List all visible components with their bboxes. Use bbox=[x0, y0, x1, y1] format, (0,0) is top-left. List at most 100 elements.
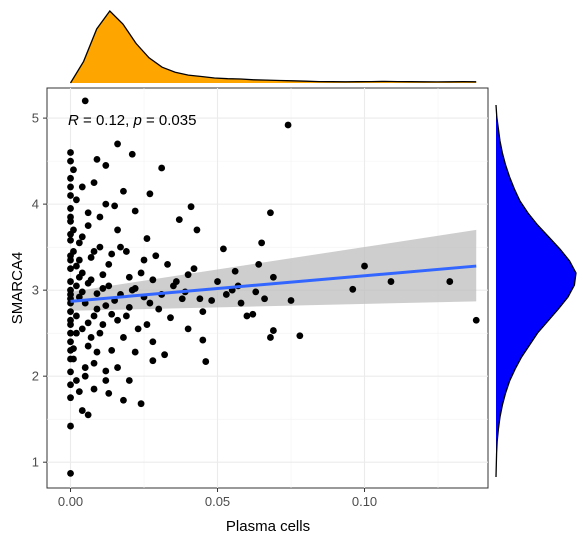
data-point bbox=[255, 260, 263, 268]
data-point bbox=[67, 308, 74, 316]
data-point bbox=[140, 256, 148, 264]
data-point bbox=[114, 364, 121, 371]
data-point bbox=[122, 312, 130, 320]
data-point bbox=[172, 278, 180, 285]
data-point bbox=[267, 334, 274, 341]
data-point bbox=[161, 351, 169, 359]
data-point bbox=[152, 252, 160, 260]
data-point bbox=[70, 248, 77, 255]
data-point bbox=[67, 291, 74, 298]
data-point bbox=[67, 256, 74, 264]
data-point bbox=[108, 310, 116, 318]
data-point bbox=[96, 243, 104, 251]
data-point bbox=[93, 290, 101, 297]
data-point bbox=[149, 338, 157, 346]
data-point bbox=[105, 389, 113, 397]
data-point bbox=[146, 299, 154, 307]
data-point bbox=[125, 273, 133, 281]
data-point bbox=[167, 314, 174, 322]
data-point bbox=[120, 334, 127, 341]
data-point bbox=[70, 166, 77, 174]
data-point bbox=[155, 305, 163, 313]
data-point bbox=[67, 338, 74, 346]
data-point bbox=[131, 207, 139, 215]
data-point bbox=[199, 308, 207, 316]
data-point bbox=[252, 288, 260, 296]
confidence-band-area bbox=[70, 229, 477, 311]
y-axis-ticks: 1 2 3 4 5 bbox=[32, 111, 47, 470]
data-point bbox=[158, 164, 166, 172]
data-point bbox=[70, 226, 77, 234]
data-point bbox=[67, 265, 74, 273]
data-point bbox=[84, 209, 92, 217]
p-symbol: p bbox=[132, 112, 141, 129]
data-point bbox=[146, 190, 154, 198]
marginal-density-x bbox=[69, 10, 477, 84]
data-point bbox=[237, 299, 245, 307]
data-point bbox=[214, 278, 221, 285]
data-point bbox=[187, 203, 195, 211]
data-point bbox=[117, 243, 124, 251]
data-point bbox=[202, 358, 210, 365]
data-point bbox=[387, 278, 395, 285]
regression-line-path bbox=[70, 264, 477, 303]
data-point bbox=[102, 302, 110, 310]
marginal-x-outline bbox=[69, 10, 477, 84]
data-point bbox=[78, 233, 86, 241]
y-tick-label: 2 bbox=[32, 369, 39, 384]
data-point bbox=[111, 202, 119, 210]
data-point bbox=[175, 216, 183, 224]
data-point bbox=[261, 295, 268, 303]
marginal-y-fill bbox=[496, 105, 576, 477]
data-point bbox=[73, 196, 80, 204]
data-point bbox=[84, 411, 92, 419]
data-point bbox=[143, 321, 151, 328]
data-point bbox=[90, 359, 98, 367]
data-point bbox=[208, 297, 216, 304]
data-point bbox=[143, 235, 151, 242]
data-point bbox=[184, 325, 192, 333]
data-point bbox=[114, 140, 121, 148]
x-tick-label: 0.10 bbox=[352, 494, 377, 509]
data-point bbox=[67, 278, 74, 285]
data-point bbox=[87, 254, 95, 261]
data-point bbox=[93, 348, 101, 356]
data-point bbox=[472, 316, 480, 324]
data-point bbox=[67, 183, 74, 191]
data-point bbox=[67, 192, 74, 199]
data-point bbox=[67, 205, 74, 212]
data-point bbox=[84, 222, 92, 230]
data-point bbox=[96, 329, 104, 337]
data-point bbox=[70, 355, 77, 363]
data-point bbox=[90, 248, 98, 255]
data-point bbox=[164, 260, 171, 268]
data-point bbox=[102, 367, 110, 375]
data-point bbox=[149, 357, 157, 365]
data-point bbox=[78, 407, 86, 414]
data-point bbox=[137, 400, 145, 408]
marginal-y-outline bbox=[495, 104, 577, 478]
data-point bbox=[149, 276, 157, 284]
data-point bbox=[96, 213, 104, 221]
data-point bbox=[105, 282, 113, 290]
data-point bbox=[99, 271, 107, 279]
data-point bbox=[99, 321, 107, 328]
data-point bbox=[199, 336, 207, 344]
y-tick-label: 5 bbox=[32, 111, 39, 126]
data-point bbox=[78, 325, 86, 333]
data-point bbox=[99, 285, 107, 292]
data-point bbox=[134, 325, 142, 333]
data-point bbox=[67, 174, 74, 182]
data-point bbox=[269, 327, 277, 334]
x-tick-label: 0.05 bbox=[205, 494, 230, 509]
data-point bbox=[349, 285, 357, 293]
data-point bbox=[84, 342, 92, 350]
data-point bbox=[222, 291, 230, 298]
data-point bbox=[243, 312, 251, 320]
x-axis-ticks: 0.00 0.05 0.10 bbox=[58, 488, 377, 509]
data-point bbox=[90, 312, 98, 320]
r-value: = 0.12, bbox=[79, 112, 134, 129]
data-point bbox=[67, 394, 74, 402]
x-axis-title: Plasma cells bbox=[226, 518, 310, 535]
data-point bbox=[67, 157, 74, 165]
